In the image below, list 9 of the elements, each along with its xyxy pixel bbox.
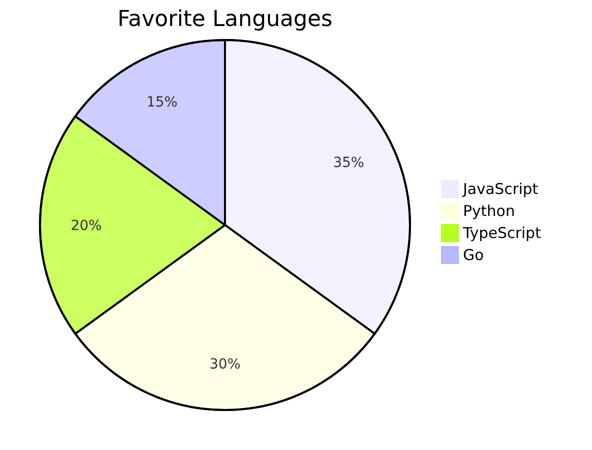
legend-label: TypeScript: [462, 224, 542, 242]
chart-title: Favorite Languages: [118, 7, 332, 32]
data-label: 35%: [333, 154, 364, 171]
data-label: 15%: [146, 94, 178, 110]
legend-label: Go: [463, 246, 484, 264]
legend-label: JavaScript: [462, 180, 538, 198]
data-label: 20%: [70, 218, 102, 234]
legend-label: Python: [463, 202, 515, 220]
data-label: 30%: [209, 356, 241, 373]
